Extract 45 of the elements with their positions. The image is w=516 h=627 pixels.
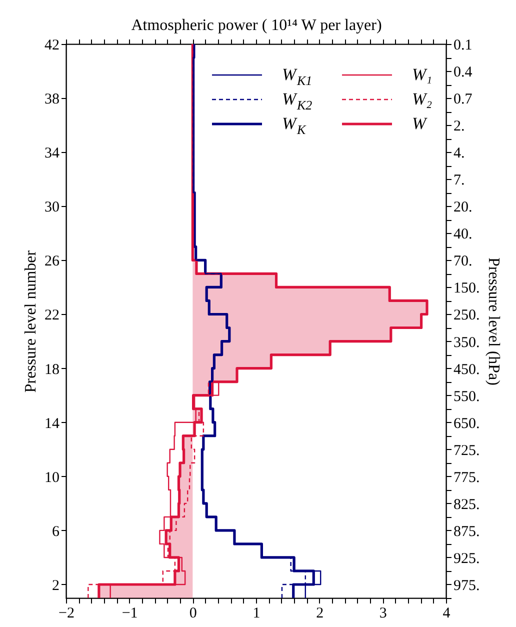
category-label: 0.1 [454, 38, 472, 54]
category-label: 250. [454, 308, 480, 324]
y-tick-label: 38 [44, 92, 60, 108]
category-label: 775. [454, 470, 480, 486]
category-label: 0.7 [454, 92, 472, 108]
category-label: 975. [454, 578, 480, 594]
x-tick-label: 0 [189, 606, 197, 622]
y-tick-label: 42 [44, 38, 60, 54]
category-label: 0.4 [454, 64, 472, 81]
category-label: 350. [454, 334, 480, 351]
category-label: 2. [454, 118, 465, 135]
category-label: 925. [454, 550, 480, 567]
x-tick-label: 1 [252, 606, 260, 622]
category-label: 725. [454, 442, 480, 459]
y-tick-label: 30 [44, 200, 60, 216]
legend-label: W [412, 114, 428, 133]
category-label: 150. [454, 280, 480, 297]
x-tick-label: 2 [316, 606, 324, 622]
x-tick-label: −2 [58, 606, 74, 622]
x-tick-label: −1 [122, 606, 138, 622]
x-tick-label: 3 [379, 606, 387, 622]
category-label: 825. [454, 496, 480, 513]
category-label: 4. [454, 146, 465, 162]
category-label: 7. [454, 172, 465, 189]
legend-label: W₁ [412, 65, 432, 84]
legend-label: W₂ [412, 90, 432, 108]
category-label: 550. [454, 388, 480, 405]
y-tick-label: 6 [52, 524, 60, 540]
y-tick-label: 22 [44, 308, 60, 324]
y-tick-label: 26 [44, 254, 60, 270]
category-label: 40. [454, 226, 472, 243]
category-label: 875. [454, 524, 480, 540]
chart-title: Atmospheric power ( 10¹⁴ W per layer) [131, 17, 382, 34]
y-tick-label: 10 [44, 470, 60, 486]
category-label: 70. [454, 254, 472, 270]
y-tick-label: 14 [44, 416, 60, 432]
y-tick-label: 18 [44, 362, 60, 378]
y-axis-title: Pressure level number [22, 250, 40, 393]
category-label: 650. [454, 416, 480, 432]
x-tick-label: 4 [442, 606, 451, 622]
y2-axis-title: Pressure level (hPa) [484, 258, 502, 386]
y-tick-label: 34 [44, 146, 60, 162]
y-tick-label: 2 [52, 578, 60, 594]
category-label: 450. [454, 362, 480, 378]
category-label: 20. [454, 200, 472, 216]
